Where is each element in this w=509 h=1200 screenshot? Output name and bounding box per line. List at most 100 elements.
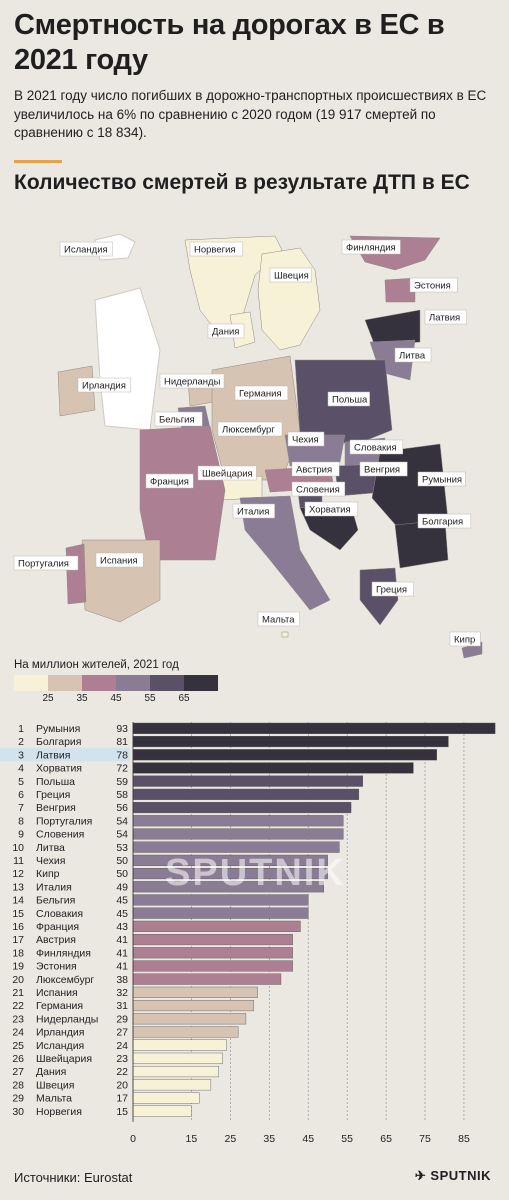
rank-label: 28 [12,1079,24,1091]
bar [132,894,309,906]
rank-label: 18 [12,947,24,959]
highlight-row [0,747,130,762]
map-label-text: Австрия [296,465,332,476]
value-label: 27 [116,1027,128,1039]
map-label: Норвегия [189,241,244,257]
country-label: Мальта [36,1093,72,1105]
bar [132,801,352,814]
map-label: Ирландия [77,377,132,393]
bar [132,986,258,998]
legend-ticks: 25 35 45 55 65 [14,693,234,707]
map-label-text: Исландия [64,245,108,256]
map-label: Словакия [349,439,404,455]
country-label: Венгрия [36,802,76,814]
map-label-text: Дания [212,327,239,338]
value-label: 43 [116,921,128,933]
value-label: 50 [116,855,128,867]
map-label: Греция [371,581,414,597]
x-tick-label: 55 [341,1133,353,1145]
bar [132,841,340,853]
rank-label: 8 [18,815,24,827]
map-label-text: Болгария [422,517,463,528]
map-label-text: Люксембург [222,425,275,436]
value-label: 41 [116,961,128,973]
bar [132,1000,254,1012]
map-label: Нидерланды [159,373,225,389]
bar [132,1013,247,1025]
value-label: 20 [116,1079,128,1091]
map-italy [239,495,331,611]
bar [132,1052,223,1064]
legend-tick: 45 [110,693,122,704]
map-label-text: Испания [100,556,138,567]
page-title: Смертность на дорогах в ЕС в 2021 году [14,9,445,76]
value-label: 31 [116,1000,128,1012]
rank-label: 7 [18,802,24,814]
value-label: 24 [116,1040,128,1052]
country-label: Норвегия [36,1106,82,1118]
map-label-text: Бельгия [159,415,195,426]
country-label: Австрия [36,934,76,946]
map-label: Франция [145,473,194,489]
bar [132,1079,212,1091]
bar [132,881,324,893]
map-label: Исландия [59,241,114,257]
bar [132,815,344,827]
map-label: Словения [291,481,346,497]
country-label: Люксембург [36,974,94,986]
rank-label: 1 [18,723,24,735]
value-label: 58 [116,789,128,801]
rank-label: 6 [18,789,24,801]
legend-swatch [14,675,48,691]
country-label: Словения [36,829,84,841]
rank-label: 21 [12,987,24,999]
map-label-text: Кипр [454,635,475,646]
map-label: Литва [394,347,432,363]
legend-swatch [116,675,150,691]
bar [132,947,293,959]
map-label-text: Франция [150,477,189,488]
country-label: Ирландия [36,1027,84,1039]
rank-label: 29 [12,1093,24,1105]
map-label: Испания [95,552,144,568]
rank-label: 14 [12,895,24,907]
rank-label: 2 [18,736,24,748]
value-label: 41 [116,934,128,946]
map-labels: Исландия Норвегия Финляндия Швеция Эстония Да… [13,239,481,647]
country-label: Португалия [36,815,92,827]
country-label: Литва [36,842,65,854]
legend-swatch [82,675,116,691]
value-label: 29 [116,1013,128,1025]
rank-label: 9 [18,829,24,841]
rank-label: 23 [12,1013,24,1025]
rank-label: 27 [12,1066,24,1078]
map-label: Хорватия [304,501,359,517]
value-label: 38 [116,974,128,986]
bar [132,828,344,840]
country-label: Хорватия [36,763,82,775]
map-label-text: Хорватия [309,505,351,516]
bar [132,1105,192,1117]
bar [132,788,360,800]
legend-tick: 25 [42,693,54,704]
map-label: Венгрия [359,461,408,477]
map-label-text: Чехия [292,435,319,446]
accent-rule [14,160,62,163]
value-label: 49 [116,881,128,893]
bar [132,960,293,972]
rank-label: 20 [12,974,24,986]
x-tick-label: 65 [380,1133,392,1145]
map-label: Эстония [409,277,458,293]
map-estonia [384,277,416,303]
legend-tick: 55 [144,693,156,704]
map-label-text: Германия [239,389,282,400]
country-label: Греция [36,789,70,801]
rank-label: 15 [12,908,24,920]
country-label: Латвия [36,749,70,761]
value-label: 56 [116,802,128,814]
x-tick-label: 85 [458,1133,470,1145]
lead-text: В 2021 году число погибших в дорожно-тра… [14,88,487,140]
value-label: 17 [116,1093,128,1105]
map-label: Швеция [269,267,312,283]
bar [132,1092,200,1104]
